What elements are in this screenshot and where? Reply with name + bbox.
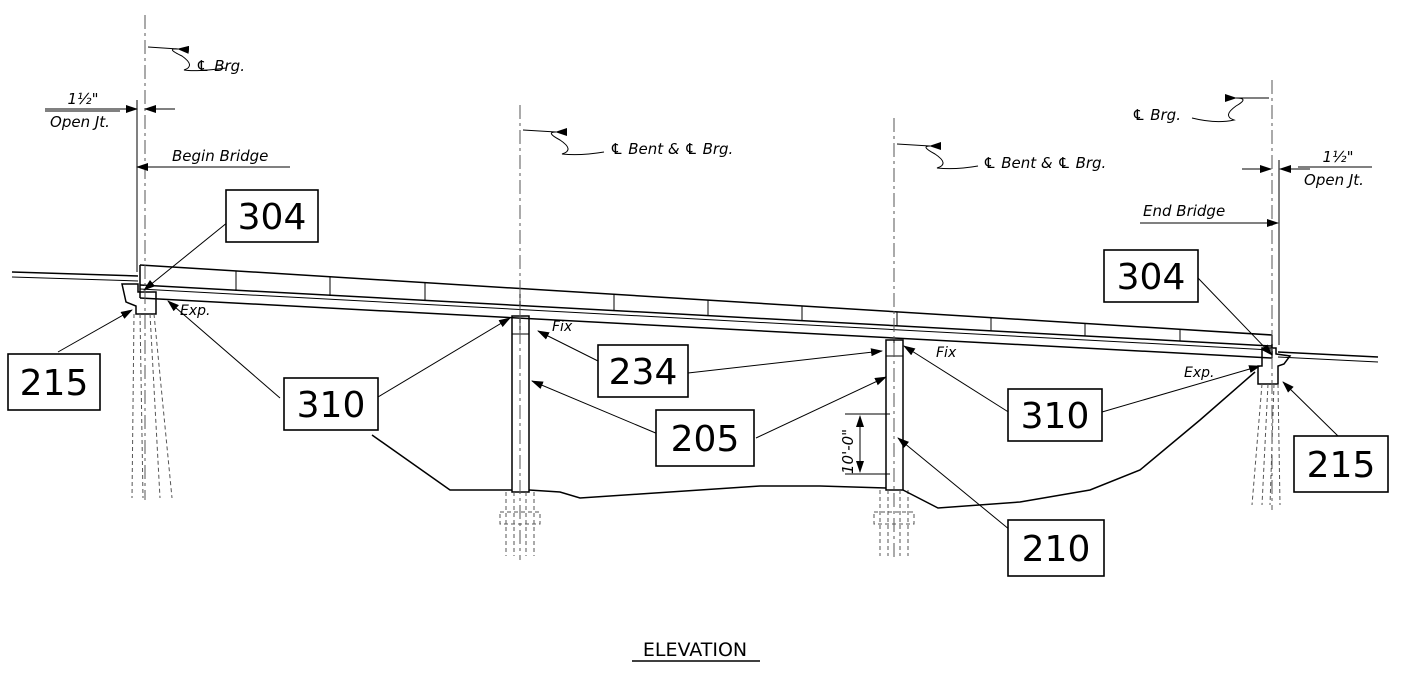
callout-304-left-label: 304 [238, 197, 307, 238]
fix-2-note: Fix [936, 345, 957, 361]
callout-310-left-label: 310 [297, 385, 366, 426]
begin-bridge-note: Begin Bridge [172, 147, 268, 165]
cl-bent-2-note: ℄ Bent & ℄ Brg. [983, 154, 1106, 172]
exp-left-note: Exp. [180, 303, 210, 319]
abutment-right [1251, 347, 1292, 506]
open-jt-left-label: Open Jt. [50, 113, 110, 131]
cl-brg-right-note: ℄ Brg. [1132, 106, 1181, 124]
dim-10ft-note: 10'-0" [839, 429, 857, 474]
fix-1-note: Fix [552, 319, 573, 335]
callout-210-label: 210 [1022, 529, 1091, 570]
abutment-left [121, 283, 173, 499]
callout-304-right: 304 [1103, 249, 1199, 303]
callout-234: 234 [597, 344, 689, 398]
cl-bent-1-note: ℄ Bent & ℄ Brg. [610, 140, 733, 158]
cl-brg-left-note: ℄ Brg. [196, 57, 245, 75]
callout-215-right-label: 215 [1307, 445, 1376, 486]
callout-215-left: 215 [7, 353, 101, 411]
drawing-title: ELEVATION [643, 639, 747, 661]
bridge-deck [139, 264, 1273, 359]
open-jt-right-dim: 1½" [1323, 148, 1354, 166]
open-jt-left-dim: 1½" [68, 90, 99, 108]
centerlines [136, 15, 1280, 560]
callout-234-label: 234 [609, 352, 678, 393]
approach-road-left [11, 271, 139, 282]
callout-304-left: 304 [225, 189, 319, 243]
callout-210: 210 [1007, 519, 1105, 577]
end-bridge-note: End Bridge [1143, 202, 1225, 220]
callout-310-left: 310 [283, 377, 379, 431]
callout-215-right: 215 [1293, 435, 1389, 493]
dimensions [45, 105, 1372, 475]
callout-215-left-label: 215 [20, 363, 89, 404]
callout-205: 205 [655, 409, 755, 467]
callout-205-label: 205 [671, 419, 740, 460]
approach-road-right [1277, 351, 1379, 363]
callout-310-right: 310 [1007, 388, 1103, 442]
ground-line [371, 371, 1256, 509]
callout-310-right-label: 310 [1021, 396, 1090, 437]
exp-right-note: Exp. [1184, 365, 1214, 381]
centerline-leaders [147, 45, 1269, 170]
open-jt-right-label: Open Jt. [1304, 171, 1364, 189]
callout-leaders [57, 221, 1339, 531]
callout-304-right-label: 304 [1117, 257, 1186, 298]
